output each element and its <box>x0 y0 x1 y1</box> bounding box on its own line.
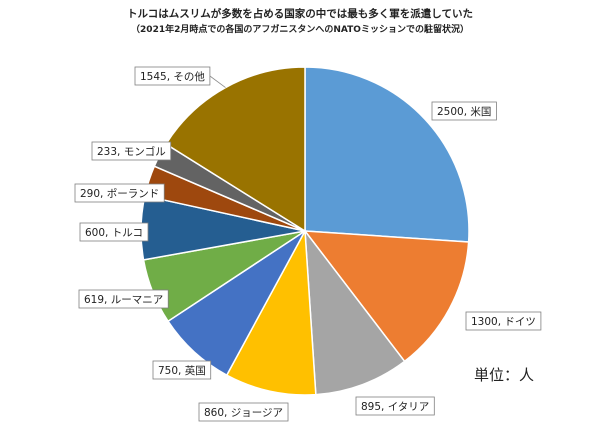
slice-label: 233, モンゴル <box>97 145 166 158</box>
slice-label: 1545, その他 <box>140 70 205 83</box>
pie-slices <box>140 66 470 396</box>
slice-label: 895, イタリア <box>361 401 429 413</box>
slice-label: 2500, 米国 <box>437 105 491 118</box>
pie-slice <box>164 66 306 233</box>
pie-slice <box>304 228 406 396</box>
slice-label-box <box>355 396 435 416</box>
slice-label: 619, ルーマニア <box>84 294 163 306</box>
slice-label-box <box>74 183 165 203</box>
slice-label: 860, ジョージア <box>204 407 283 419</box>
slice-label: 600, トルコ <box>85 227 143 239</box>
slice-label: 1300, ドイツ <box>471 316 536 328</box>
pie-labels: 2500, 米国 1300, ドイツ 895, イタリア 860, ジョージア 750,… <box>74 66 542 422</box>
slice-label-box <box>198 402 289 422</box>
pie-slice <box>304 66 470 243</box>
chart-title: トルコはムスリムが多数を占める国家の中では最も多く軍を派遣していた <box>127 7 473 20</box>
slice-label-box <box>431 101 497 121</box>
slice-label-box <box>91 141 172 161</box>
unit-label: 単位：人 <box>474 366 534 384</box>
slice-label-box <box>152 360 212 380</box>
slice-label: 750, 英国 <box>158 364 206 377</box>
slice-label-box <box>78 289 169 309</box>
slice-label: 290, ポーランド <box>80 188 159 200</box>
pie-slice <box>303 230 470 363</box>
slice-label-box <box>79 222 149 242</box>
slice-label-box <box>465 311 542 331</box>
chart-subtitle: （2021年2月時点での各国のアフガニスタンへのNATOミッションでの駐留状況） <box>131 23 469 35</box>
pie-slice <box>225 228 317 396</box>
leader-line <box>209 75 226 88</box>
